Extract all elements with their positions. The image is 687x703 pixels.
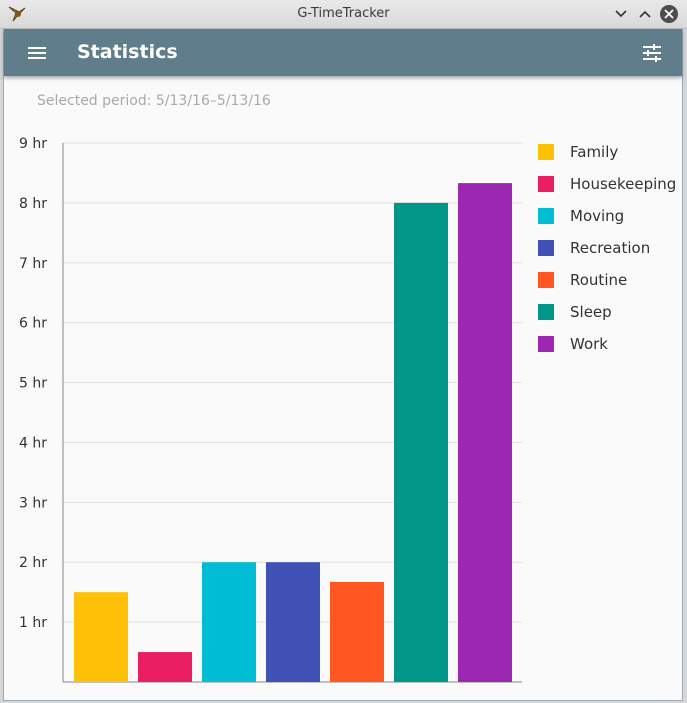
legend-label-housekeeping: Housekeeping — [570, 175, 676, 193]
y-tick-label: 2 hr — [19, 555, 47, 571]
legend-swatch-moving — [538, 208, 554, 224]
legend-label-moving: Moving — [570, 207, 624, 225]
legend-swatch-sleep — [538, 304, 554, 320]
legend-swatch-recreation — [538, 240, 554, 256]
legend-swatch-family — [538, 144, 554, 160]
chevron-down-icon — [615, 10, 627, 18]
legend-swatch-work — [538, 336, 554, 352]
y-tick-label: 1 hr — [19, 615, 47, 631]
statistics-bar-chart: 1 hr 2 hr 3 hr 4 hr 5 hr 6 hr 7 hr 8 hr 9 hr Fami… — [19, 136, 676, 683]
y-tick-label: 9 hr — [19, 136, 47, 152]
menu-icon[interactable] — [26, 43, 50, 63]
bar-work — [458, 183, 512, 682]
bar-moving — [202, 562, 256, 682]
y-tick-label: 3 hr — [19, 495, 47, 511]
bar-family — [74, 592, 128, 682]
legend-swatch-routine — [538, 272, 554, 288]
maximize-button[interactable] — [636, 5, 654, 23]
legend-label-work: Work — [570, 335, 608, 353]
y-tick-label: 4 hr — [19, 435, 47, 451]
page-title: Statistics — [77, 41, 178, 63]
y-tick-label: 7 hr — [19, 256, 47, 272]
legend-label-recreation: Recreation — [570, 239, 650, 257]
y-tick-label: 5 hr — [19, 376, 47, 392]
chevron-up-icon — [639, 10, 651, 18]
legend-swatch-housekeeping — [538, 176, 554, 192]
window-title: G-TimeTracker — [297, 6, 390, 21]
bar-sleep — [394, 202, 448, 682]
window-titlebar[interactable]: G-TimeTracker — [0, 0, 687, 29]
app-bar: Statistics — [4, 29, 682, 76]
bar-recreation — [266, 562, 320, 682]
app-window: Statistics Selected period: 5/13/16–5/13… — [3, 29, 683, 701]
app-icon — [8, 6, 26, 22]
selected-period-label: Selected period: 5/13/16–5/13/16 — [37, 93, 271, 109]
legend-label-sleep: Sleep — [570, 303, 612, 321]
legend-label-family: Family — [570, 143, 618, 161]
y-tick-label: 6 hr — [19, 316, 47, 332]
minimize-button[interactable] — [612, 5, 630, 23]
filter-settings-icon[interactable] — [640, 41, 664, 65]
bar-routine — [330, 581, 384, 682]
y-tick-label: 8 hr — [19, 196, 47, 212]
close-icon — [664, 9, 674, 19]
close-window-button[interactable] — [660, 5, 678, 23]
bar-housekeeping — [138, 652, 192, 682]
legend-label-routine: Routine — [570, 271, 627, 289]
